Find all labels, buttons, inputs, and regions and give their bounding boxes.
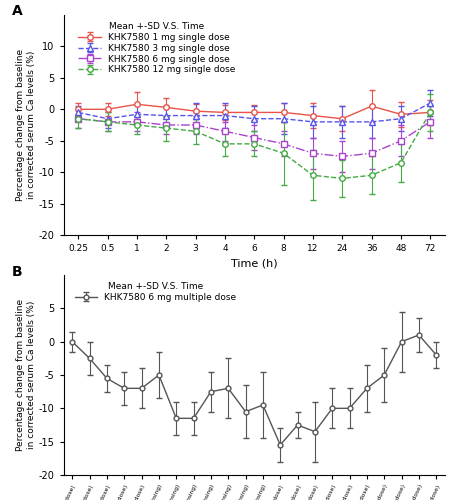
Y-axis label: Percentage change from baseline
in corrected serum Ca levels (%): Percentage change from baseline in corre… [16,299,36,451]
Legend: KHK7580 6 mg multiple dose: KHK7580 6 mg multiple dose [72,280,239,304]
X-axis label: Time (h): Time (h) [231,258,277,268]
Text: A: A [12,4,23,18]
Y-axis label: Percentage change from baseline
in corrected serum Ca levels (%): Percentage change from baseline in corre… [16,49,36,201]
Text: B: B [12,265,23,279]
Legend: KHK7580 1 mg single dose, KHK7580 3 mg single dose, KHK7580 6 mg single dose, KH: KHK7580 1 mg single dose, KHK7580 3 mg s… [76,20,238,77]
